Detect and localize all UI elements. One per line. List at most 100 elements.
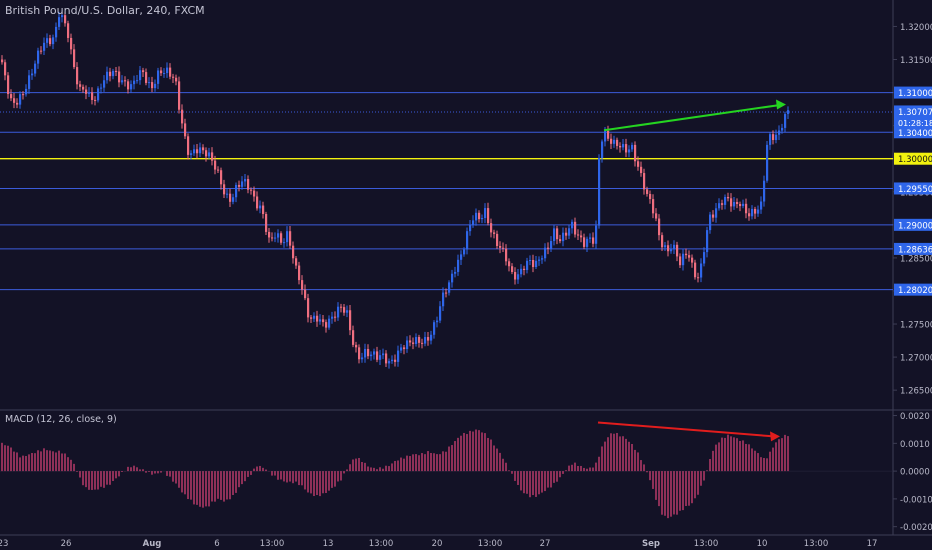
time-tick-label: 10 [757, 539, 768, 549]
candle-body [718, 203, 721, 209]
candle-body [661, 235, 664, 248]
candle-body [337, 306, 340, 318]
candle-body [658, 218, 661, 236]
candle-body [778, 130, 781, 135]
candle-body [577, 234, 580, 236]
candle-body [367, 348, 370, 357]
candle-body [268, 231, 271, 238]
candle-body [478, 212, 481, 220]
candle-body [586, 238, 589, 247]
candle-body [262, 205, 265, 214]
candle-body [439, 306, 442, 321]
time-tick-label: Sep [642, 539, 660, 549]
candle-body [13, 98, 16, 103]
candle-body [685, 253, 688, 256]
candle-body [598, 158, 601, 226]
candle-body [646, 189, 649, 194]
level-price-text: 1.29550 [898, 185, 932, 195]
candle-body [28, 75, 31, 89]
level-price-label [894, 182, 932, 195]
candle-body [454, 271, 457, 274]
candle-body [193, 149, 196, 154]
time-axis[interactable]: 23 26 Aug 6 13:00 13 13:00 20 13:00 27 Sep 13:00 10 1… [0, 539, 877, 549]
candle-body [52, 37, 55, 45]
candle-body [157, 70, 160, 84]
candle-body [103, 80, 106, 88]
candle-body [712, 214, 715, 218]
candle-body [700, 263, 703, 278]
candle-body [310, 317, 313, 319]
candle-body [226, 193, 229, 195]
level-price-text: 1.28020 [898, 286, 932, 296]
candle-body [169, 67, 172, 77]
candle-body [295, 258, 298, 266]
candle-body [694, 262, 697, 278]
candle-body [118, 71, 121, 83]
candle-body [568, 228, 571, 236]
candle-body [40, 50, 43, 52]
candle-body [64, 15, 67, 24]
candle-body [115, 70, 118, 72]
candle-body [481, 218, 484, 220]
candle-body [604, 130, 607, 142]
time-tick-label: 17 [867, 539, 878, 549]
chart-title: British Pound/U.S. Dollar, 240, FXCM [5, 4, 205, 17]
candle-body [622, 144, 625, 148]
level-price-label [894, 126, 932, 139]
candle-body [523, 268, 526, 270]
candle-body [679, 256, 682, 266]
candle-body [148, 82, 151, 84]
time-tick-label: 6 [214, 539, 219, 549]
candle-body [781, 127, 784, 131]
candle-body [241, 181, 244, 187]
level-price-text: 1.28636 [898, 245, 932, 255]
candle-body [238, 184, 241, 187]
candle-body [514, 271, 517, 280]
candle-body [100, 87, 103, 89]
candle-body [442, 292, 445, 307]
candle-body [364, 348, 367, 358]
time-tick-label: 13:00 [804, 539, 829, 549]
candle-body [763, 180, 766, 202]
candle-body [379, 355, 382, 360]
candle-body [583, 237, 586, 247]
candle-body [733, 202, 736, 207]
candle-body [259, 205, 262, 209]
candle-body [643, 173, 646, 190]
candle-body [691, 257, 694, 263]
candle-body [595, 225, 598, 244]
candle-body [544, 247, 547, 259]
candle-body [757, 209, 760, 214]
candle-body [520, 268, 523, 275]
candle-body [397, 350, 400, 362]
candle-body [730, 198, 733, 207]
candle-body [145, 72, 148, 83]
candle-body [787, 110, 790, 115]
candle-body [301, 280, 304, 290]
candle-body [697, 277, 700, 279]
candle-body [631, 144, 634, 150]
candle-body [202, 147, 205, 151]
price-tick-label: 1.31500 [900, 56, 932, 66]
candle-body [124, 80, 127, 82]
candle-body [736, 202, 739, 204]
candle-body [562, 232, 565, 242]
candle-body [748, 213, 751, 217]
price-axis[interactable]: 1.320001.315001.310001.305001.300001.295… [893, 23, 932, 533]
candle-body [403, 347, 406, 350]
current-price-label [894, 105, 932, 130]
candle-body [322, 319, 325, 323]
candle-body [130, 84, 133, 90]
candle-body [205, 150, 208, 157]
candle-body [496, 233, 499, 247]
candle-body [628, 149, 631, 153]
candle-body [502, 247, 505, 249]
candle-body [223, 184, 226, 195]
candle-body [352, 330, 355, 345]
candle-body [607, 130, 610, 139]
macd-plot-area[interactable] [0, 421, 893, 519]
candle-body [121, 80, 124, 83]
candle-body [706, 230, 709, 253]
